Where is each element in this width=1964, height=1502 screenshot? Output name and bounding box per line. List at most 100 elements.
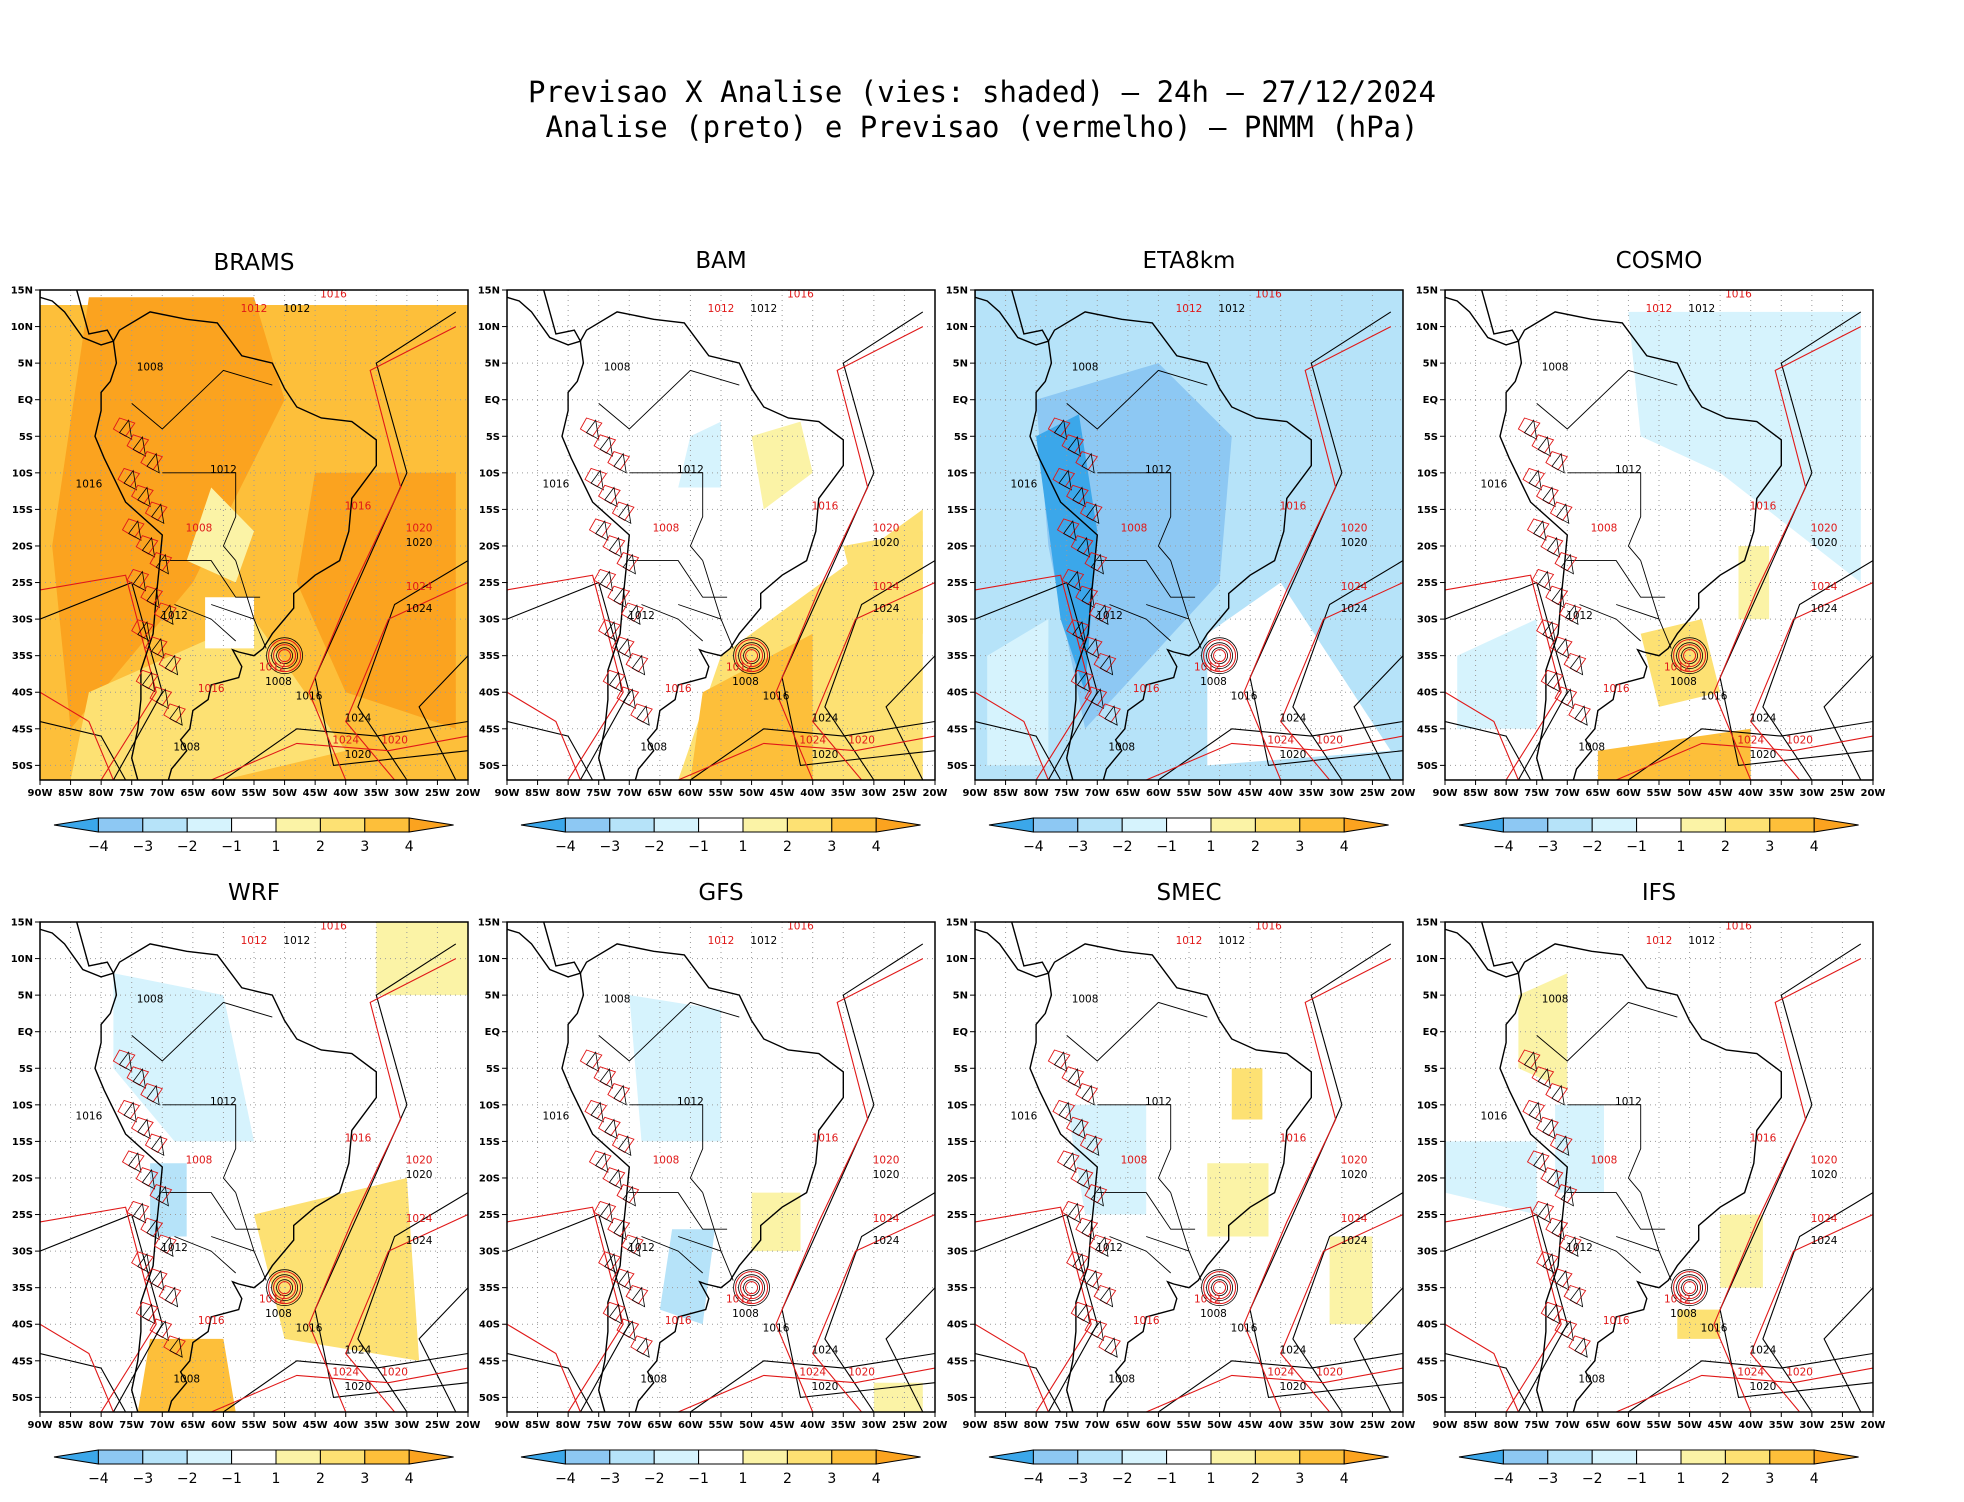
lon-tick-label: 75W — [1054, 788, 1079, 799]
analysis-isobar — [885, 1287, 935, 1412]
bias-region — [659, 1229, 715, 1325]
lon-tick-label: 55W — [242, 1420, 267, 1431]
analysis-contour-label: 1012 — [161, 610, 188, 622]
lon-tick-label: 25W — [1830, 1420, 1855, 1431]
lat-tick-label: 5N — [18, 359, 33, 370]
analysis-contour-label: 1012 — [677, 464, 704, 476]
analysis-contour-label: 1012 — [1145, 1096, 1172, 1108]
analysis-contour-label: 1024 — [345, 1344, 372, 1356]
colorbar: −4 −3 −2 −1 1 2 3 4 — [988, 817, 1389, 855]
analysis-contour-label: 1024 — [873, 603, 900, 615]
coastline-central-america — [507, 922, 582, 978]
analysis-contour-label: 1012 — [750, 935, 777, 947]
lat-tick-label: 25S — [12, 578, 33, 589]
forecast-isobar — [975, 691, 1049, 780]
colorbar-label: 2 — [1721, 1471, 1730, 1487]
colorbar-label: 4 — [405, 1471, 414, 1487]
lat-tick-label: 15N — [11, 286, 33, 297]
lon-tick-label: 70W — [150, 788, 175, 799]
lon-tick-label: 80W — [89, 1420, 114, 1431]
forecast-isobar — [1713, 958, 1862, 1412]
colorbar-label: −2 — [1582, 1471, 1603, 1487]
colorbar-label: −3 — [132, 839, 153, 855]
forecast-contour-label: 1012 — [259, 1293, 286, 1305]
forecast-isobar — [1445, 574, 1562, 780]
lon-tick-label: 35W — [831, 788, 856, 799]
colorbar-label: −1 — [221, 1471, 242, 1487]
map-panel-smec: SMEC 1012 1008 1012 1016 1012 1008 1016 1020 1024… — [946, 872, 1416, 1502]
lat-tick-label: 15N — [478, 918, 500, 929]
lat-tick-label: 40S — [479, 688, 500, 699]
forecast-contour-label: 1016 — [665, 1315, 692, 1327]
colorbar-label: −4 — [555, 839, 576, 855]
analysis-contour-label: 1024 — [1341, 603, 1368, 615]
panel-title: COSMO — [1616, 248, 1703, 274]
forecast-isobar — [975, 1206, 1092, 1412]
forecast-contour-label: 1016 — [320, 288, 347, 300]
analysis-isobar — [40, 1213, 163, 1412]
lat-tick-label: 5S — [486, 432, 500, 443]
lon-tick-label: 80W — [1494, 1420, 1519, 1431]
forecast-contour-label: 1012 — [241, 935, 268, 947]
analysis-isobar — [781, 943, 935, 1399]
colorbar-label: −3 — [599, 1471, 620, 1487]
map-svg-brams: BRAMS 1012 1008 1012 1016 1012 1008 1016 1020 102… — [11, 250, 481, 855]
colorbar-label: −4 — [1493, 839, 1514, 855]
lon-tick-label: 30W — [1329, 1420, 1354, 1431]
analysis-isobar — [1445, 1352, 1532, 1412]
forecast-contour-label: 1008 — [1591, 522, 1618, 534]
analysis-contour-label: 1020 — [1341, 537, 1368, 549]
analysis-isobar — [975, 720, 1062, 780]
forecast-contour-label: 1024 — [1737, 734, 1764, 746]
analysis-contour-label: 1012 — [210, 464, 237, 476]
forecast-contour-label: 1016 — [345, 1132, 372, 1144]
lat-tick-label: 40S — [12, 688, 33, 699]
lat-tick-label: 45S — [479, 1356, 500, 1367]
forecast-contour-label: 1020 — [406, 522, 433, 534]
analysis-isobar — [223, 1352, 468, 1412]
lon-tick-label: 75W — [586, 1420, 611, 1431]
forecast-contour-label: 1016 — [1603, 1315, 1630, 1327]
lat-tick-label: 20S — [947, 1173, 968, 1184]
lon-tick-label: 60W — [678, 1420, 703, 1431]
analysis-contour-label: 1024 — [1750, 1344, 1777, 1356]
colorbar-label: −2 — [1112, 1471, 1133, 1487]
forecast-contour-label: 1020 — [1316, 734, 1343, 746]
forecast-isobar — [1750, 1214, 1873, 1412]
colorbar-label: 3 — [1765, 839, 1774, 855]
colorbar: −4 −3 −2 −1 1 2 3 4 — [520, 1449, 921, 1487]
lat-tick-label: 20S — [479, 541, 500, 552]
lon-tick-label: 45W — [1238, 788, 1263, 799]
coastline-central-america — [1445, 922, 1520, 978]
map-panel-brams: BRAMS 1012 1008 1012 1016 1012 1008 1016 1020 102… — [11, 240, 481, 870]
lon-tick-label: 65W — [647, 1420, 672, 1431]
lat-tick-label: 30S — [947, 1247, 968, 1258]
analysis-isobar — [781, 311, 935, 767]
analysis-contour-label: 1012 — [628, 610, 655, 622]
lon-tick-label: 40W — [1268, 788, 1293, 799]
map-svg-gfs: GFS1012100810121016101210081016102010241… — [478, 880, 948, 1487]
analysis-contour-label: 1008 — [173, 1374, 200, 1386]
bias-region — [1597, 728, 1751, 780]
lon-tick-label: 70W — [1085, 788, 1110, 799]
analysis-isobar — [507, 720, 594, 780]
lat-tick-label: 5N — [953, 359, 968, 370]
forecast-contour-label: 1016 — [1280, 1132, 1307, 1144]
lat-tick-label: 15S — [12, 1137, 33, 1148]
lat-tick-label: 50S — [12, 1393, 33, 1404]
forecast-isobar — [775, 958, 924, 1412]
forecast-contour-label: 1012 — [1646, 935, 1673, 947]
coastline-south-america — [94, 943, 377, 1412]
lon-tick-label: 90W — [495, 788, 520, 799]
forecast-isobar — [1445, 691, 1519, 780]
lat-tick-label: 50S — [12, 761, 33, 772]
lat-tick-label: 20S — [947, 541, 968, 552]
lat-tick-label: 10S — [479, 1100, 500, 1111]
lat-tick-label: 15S — [947, 505, 968, 516]
lat-tick-label: 10S — [479, 468, 500, 479]
lon-tick-label: 75W — [1524, 1420, 1549, 1431]
analysis-contour-label: 1024 — [1280, 712, 1307, 724]
colorbar-label: 2 — [316, 839, 325, 855]
forecast-isobar — [812, 1214, 935, 1412]
forecast-contour-label: 1020 — [873, 522, 900, 534]
